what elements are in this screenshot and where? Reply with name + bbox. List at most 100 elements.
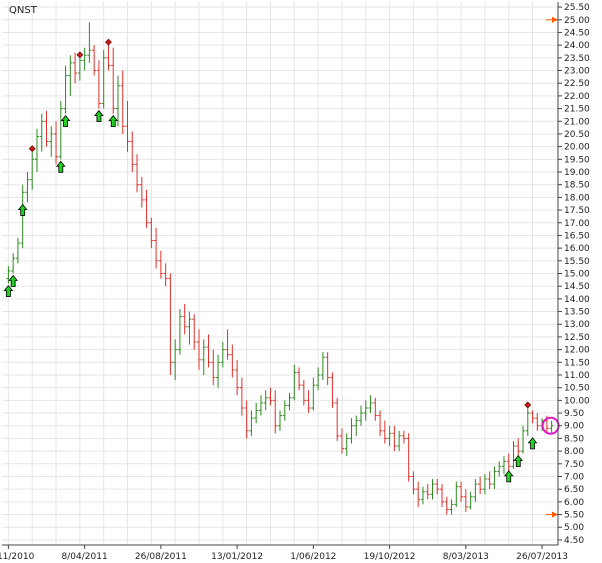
ohlc-bar <box>440 484 445 507</box>
ohlc-bar <box>392 425 397 452</box>
y-tick-label: 15.50 <box>564 257 590 267</box>
ohlc-bar <box>92 45 97 76</box>
y-tick-label: 12.00 <box>564 346 590 356</box>
y-tick-label: 10.50 <box>564 384 590 394</box>
range-marker-icon <box>552 16 558 23</box>
ohlc-bar <box>68 55 73 96</box>
buy-arrow-icon <box>503 470 514 483</box>
y-tick-label: 22.50 <box>564 79 590 89</box>
ohlc-bar <box>430 479 435 500</box>
ohlc-bar <box>311 377 316 411</box>
ohlc-bar <box>492 466 497 490</box>
ohlc-bar <box>192 314 197 350</box>
grid <box>2 2 558 545</box>
ohlc-bar <box>459 481 464 502</box>
ohlc-bar <box>182 303 187 335</box>
ohlc-bar <box>468 491 473 510</box>
trade-signals <box>3 16 560 518</box>
buy-arrow-icon <box>513 455 524 468</box>
ohlc-bar <box>44 111 49 147</box>
sell-marker-icon <box>524 401 532 409</box>
ohlc-bar <box>244 400 249 439</box>
ohlc-bar <box>382 420 387 444</box>
y-tick-label: 6.00 <box>564 498 584 508</box>
ohlc-bar <box>397 430 402 452</box>
ohlc-bar <box>516 438 521 457</box>
ohlc-bar <box>235 359 240 396</box>
y-tick-label: 6.50 <box>564 485 584 495</box>
ohlc-bar <box>130 131 135 173</box>
ohlc-bar <box>101 50 106 109</box>
ohlc-bar <box>206 334 211 368</box>
ohlc-bar <box>497 461 502 477</box>
ohlc-bar <box>335 397 340 441</box>
ohlc-bar <box>325 352 330 386</box>
buy-arrow-icon <box>94 109 104 122</box>
ohlc-bar <box>225 329 230 360</box>
ohlc-bar <box>249 410 254 436</box>
ohlc-bar <box>73 52 78 84</box>
ohlc-bar <box>211 349 216 386</box>
ohlc-bar <box>401 430 406 444</box>
ohlc-bar <box>416 481 421 507</box>
y-tick-label: 11.00 <box>564 371 590 381</box>
ohlc-bar <box>87 22 92 63</box>
ohlc-bar <box>135 154 140 193</box>
ohlc-bar <box>287 392 292 411</box>
x-tick-label: 8/03/2013 <box>443 552 489 562</box>
y-tick-label: 9.50 <box>564 409 584 419</box>
ohlc-bar <box>301 380 306 406</box>
x-tick-label: 26/08/2011 <box>135 552 187 562</box>
y-tick-label: 21.00 <box>564 117 590 127</box>
ohlc-bar <box>530 410 535 424</box>
ohlc-bar <box>149 217 154 249</box>
ohlc-bar <box>230 344 235 378</box>
ohlc-bar <box>449 499 454 515</box>
y-tick-label: 5.00 <box>564 523 584 533</box>
ohlc-bar <box>196 329 201 370</box>
ohlc-bar <box>6 265 11 284</box>
ohlc-bar <box>454 481 459 507</box>
ohlc-bar <box>177 309 182 355</box>
y-tick-label: 24.00 <box>564 41 590 51</box>
x-tick-label: 26/07/2013 <box>516 552 568 562</box>
y-tick-label: 7.00 <box>564 472 584 482</box>
y-tick-label: 15.00 <box>564 270 590 280</box>
y-tick-label: 23.00 <box>564 67 590 77</box>
ohlc-bar <box>435 479 440 495</box>
buy-arrow-icon <box>8 274 18 287</box>
ohlc-bar <box>111 47 116 114</box>
ohlc-bar <box>201 339 206 375</box>
ohlc-bar <box>273 390 278 434</box>
ohlc-bar <box>521 425 526 454</box>
ohlc-bar <box>125 100 130 152</box>
ohlc-bar <box>482 473 487 495</box>
ohlc-bar <box>254 402 259 424</box>
ohlc-series <box>6 22 554 515</box>
ohlc-bar <box>106 45 111 71</box>
ohlc-bar <box>154 227 159 269</box>
ohlc-bar <box>77 57 82 81</box>
y-tick-label: 25.00 <box>564 16 590 26</box>
ohlc-bar <box>282 400 287 421</box>
x-tick-label: 19/11/2010 <box>0 552 35 562</box>
ohlc-bar <box>11 253 16 274</box>
y-tick-label: 24.50 <box>564 28 590 38</box>
buy-arrow-icon <box>108 115 119 128</box>
ohlc-bar <box>292 364 297 401</box>
ohlc-bar <box>378 410 383 436</box>
y-tick-label: 4.50 <box>564 536 584 546</box>
ohlc-bar <box>268 387 273 406</box>
ohlc-bar <box>20 184 25 249</box>
ohlc-bar <box>506 453 511 472</box>
y-tick-label: 18.50 <box>564 181 590 191</box>
y-tick-label: 14.50 <box>564 282 590 292</box>
y-tick-label: 8.00 <box>564 447 584 457</box>
y-tick-label: 11.50 <box>564 358 590 368</box>
ohlc-bar <box>258 395 263 416</box>
ohlc-bar <box>144 189 149 228</box>
ohlc-bar <box>49 126 54 157</box>
ohlc-bar <box>158 250 163 279</box>
y-tick-label: 12.50 <box>564 333 590 343</box>
